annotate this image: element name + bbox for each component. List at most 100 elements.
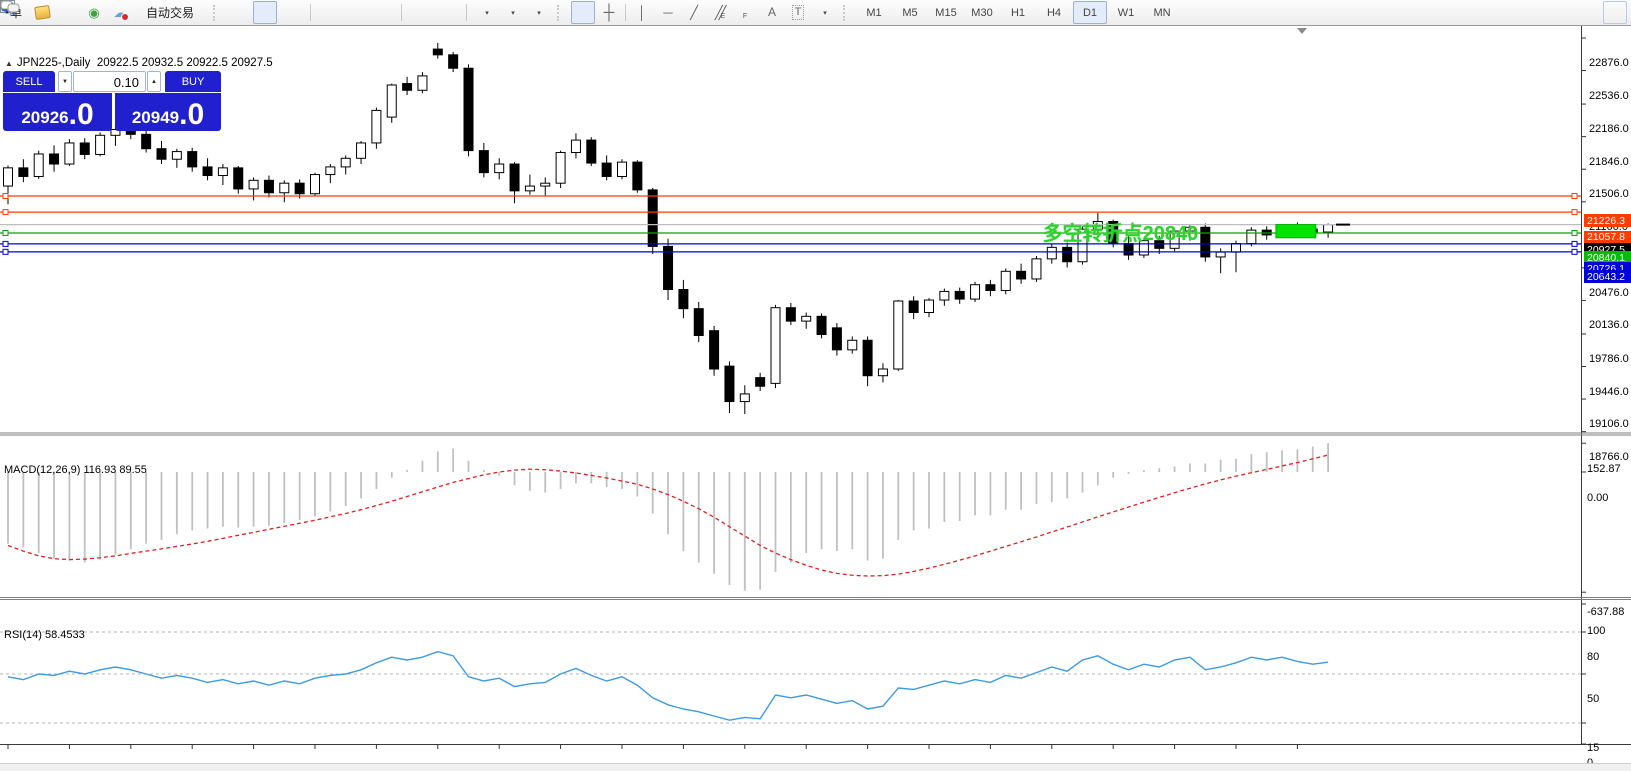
vertical-line-button[interactable]: │: [630, 1, 654, 24]
toolbar-standard-group: 单 ◉ ☁ 自动交易: [0, 0, 210, 25]
candle-body: [3, 167, 13, 187]
candle-body: [141, 133, 152, 150]
auto-scroll-button[interactable]: [1, 1, 433, 24]
spinner-up-icon: ▲: [151, 78, 157, 85]
history-center-button[interactable]: [30, 1, 54, 24]
candle-body: [847, 339, 858, 351]
candle-body: [1031, 258, 1042, 280]
signals-icon: ◉: [88, 4, 100, 20]
horizontal-line-icon: ─: [663, 5, 673, 20]
price-tick-label: 20476.0: [1589, 286, 1629, 299]
fibonacci-button[interactable]: F: [1, 1, 758, 24]
candle-body: [970, 284, 981, 300]
candle-body: [939, 290, 950, 301]
ohlc-values: 20922.5 20932.5 20922.5 20927.5: [96, 57, 273, 69]
chart-shift-button[interactable]: [1, 1, 459, 24]
price-level-badge: 21226.3: [1584, 214, 1631, 228]
candle-body: [187, 151, 198, 168]
timeframes-group: M1 M5 M15 M30 H1 H4 D1 W1 MN: [853, 0, 1183, 25]
timeframe-h1-button[interactable]: H1: [1010, 6, 1026, 19]
timeframe-m5-button[interactable]: M5: [902, 6, 918, 19]
candle-body: [663, 245, 674, 291]
candle-body: [709, 330, 720, 370]
templates-button[interactable]: ▾: [0, 0, 550, 24]
volume-input[interactable]: [73, 71, 146, 92]
one-click-trading-panel: SELL ▼ ▲ BUY 20926.0 20949.0: [3, 71, 221, 132]
candle-body: [893, 300, 904, 370]
level-handle: [2, 192, 9, 199]
candle-body: [417, 75, 428, 91]
candle-body: [371, 109, 382, 144]
fibonacci-sub-label: F: [742, 13, 748, 20]
chart-title: ▲ JPN225-,Daily 20922.5 20932.5 20922.5 2…: [5, 57, 273, 69]
crosshair-button[interactable]: ┼: [597, 1, 621, 24]
horizontal-line-button[interactable]: ─: [656, 1, 680, 24]
timeframe-w1-button[interactable]: W1: [1117, 6, 1135, 19]
macd-signal-line: [7, 454, 1329, 577]
rsi-label: RSI(14) 58.4533: [4, 629, 85, 641]
channel-icon: ╱╱: [714, 5, 726, 20]
signals-button[interactable]: ◉: [82, 1, 106, 24]
crosshair-icon: ┼: [603, 4, 615, 21]
buy-price-display[interactable]: 20949.0: [115, 93, 221, 131]
cloud-icon: ☁: [113, 4, 129, 21]
candle-body: [171, 151, 182, 160]
volume-decrease-button[interactable]: ▼: [58, 71, 72, 92]
equidistant-channel-button[interactable]: ╱╱ E: [708, 1, 732, 24]
volume-increase-button[interactable]: ▲: [147, 71, 161, 92]
autotrading-button[interactable]: 自动交易: [0, 1, 206, 24]
candle-body: [263, 179, 274, 194]
sell-price-display[interactable]: 20926.0: [3, 93, 112, 131]
line-chart-button[interactable]: [0, 1, 303, 24]
candle-body: [279, 182, 290, 194]
candle-body: [356, 142, 367, 159]
collapse-arrow-icon[interactable]: ▲: [5, 59, 13, 68]
search-button[interactable]: [1, 1, 1601, 24]
candle-body: [1000, 270, 1011, 291]
text-icon: A: [767, 5, 776, 19]
text-label-button[interactable]: T: [786, 1, 810, 24]
timeframe-mn-button[interactable]: MN: [1153, 6, 1171, 19]
level-handle: [2, 248, 9, 255]
chart-canvas[interactable]: [0, 25, 1631, 771]
spinner-down-icon: ▼: [62, 78, 68, 85]
tile-windows-button[interactable]: [0, 0, 394, 24]
candle-body: [1246, 229, 1257, 245]
candle-body: [1323, 224, 1334, 233]
chat-button[interactable]: [0, 0, 1627, 24]
sell-price-big: .0: [68, 98, 94, 131]
candle-body: [402, 83, 413, 91]
text-button[interactable]: A: [760, 1, 784, 24]
level-handle: [1571, 240, 1578, 247]
indicators-button[interactable]: ▾: [0, 1, 498, 24]
chart-type-group: [0, 0, 307, 25]
candle-body: [310, 174, 320, 195]
candle-body: [524, 185, 535, 192]
timeframe-m15-button[interactable]: M15: [935, 6, 957, 19]
candle-body: [95, 134, 106, 155]
bar-chart-button[interactable]: [1, 1, 251, 24]
sell-button[interactable]: SELL: [3, 71, 55, 92]
vertical-line-icon: │: [637, 5, 647, 20]
cursor-button[interactable]: [3, 1, 595, 24]
arrows-button[interactable]: ▾: [1, 1, 836, 24]
candle-body: [494, 163, 505, 174]
toolbar-separator: [401, 4, 402, 21]
candlestick-chart-button[interactable]: [1, 1, 277, 24]
timeframe-d1-button[interactable]: D1: [1073, 1, 1107, 24]
timeframe-h4-button[interactable]: H4: [1046, 6, 1062, 19]
timeframe-m1-button[interactable]: M1: [866, 6, 882, 19]
trend-line-button[interactable]: ╱: [682, 1, 706, 24]
turning-point-annotation[interactable]: 多空转折点20840: [1042, 222, 1199, 245]
candle-body: [1016, 270, 1027, 280]
macd-tick-label: 0.00: [1587, 492, 1609, 504]
buy-button[interactable]: BUY: [165, 71, 221, 92]
zoom-out-button[interactable]: [1, 1, 368, 24]
candle-body: [632, 161, 643, 191]
market-button[interactable]: ☁: [108, 1, 132, 24]
new-chart-button[interactable]: [0, 0, 80, 24]
zoom-in-button[interactable]: [1, 1, 342, 24]
price-level-badge: 21057.8: [1584, 230, 1631, 244]
timeframe-m30-button[interactable]: M30: [971, 6, 993, 19]
periods-button[interactable]: ▾: [0, 0, 524, 24]
